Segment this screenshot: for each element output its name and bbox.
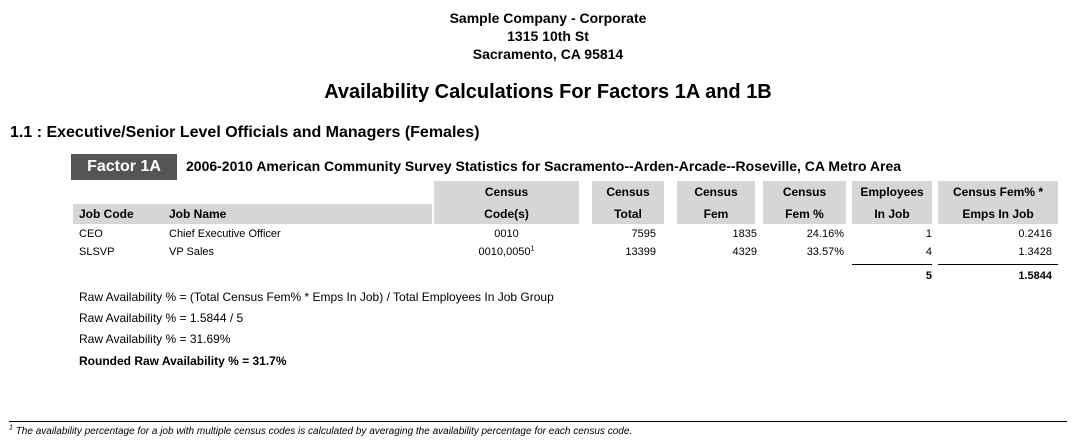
header-census-fem-pct-line1: Census xyxy=(782,185,827,199)
header-census-codes: Census Code(s) xyxy=(434,181,579,224)
header-fem-emps: Census Fem% * Emps In Job xyxy=(938,181,1058,224)
footnote-text: The availability percentage for a job wi… xyxy=(15,426,633,437)
table-row-2-census-codes: 0010,00501 xyxy=(434,245,579,259)
table-row-1-census-codes: 0010 xyxy=(494,228,519,240)
report-title: Availability Calculations For Factors 1A… xyxy=(324,81,772,103)
company-city: Sacramento, CA 95814 xyxy=(472,46,624,62)
table-row-2-employees: 4 xyxy=(925,246,932,258)
header-fem-emps-line1: Census Fem% * xyxy=(952,185,1044,199)
header-employees-line2: In Job xyxy=(874,207,910,221)
header-census-total-line1: Census xyxy=(606,185,650,199)
header-census-total: Census Total xyxy=(592,181,664,224)
company-name: Sample Company - Corporate xyxy=(449,10,647,26)
table-row-2-census-fem: 4329 xyxy=(732,246,757,258)
table-row-1-census-fem-pct: 24.16% xyxy=(806,228,844,240)
header-job-name-label: Job Name xyxy=(169,207,227,221)
table-row-2-fem-emps: 1.3428 xyxy=(1018,246,1052,258)
table-row-2-census-fem-pct: 33.57% xyxy=(806,246,844,258)
total-fem-emps: 1.5844 xyxy=(1018,270,1052,282)
footnote: 1 The availability percentage for a job … xyxy=(9,425,632,439)
total-employees: 5 xyxy=(925,270,932,282)
header-job-name: Job Name xyxy=(163,204,432,224)
calc-division: Raw Availability % = 1.5844 / 5 xyxy=(79,311,244,325)
header-job-code: Job Code xyxy=(73,204,168,224)
total-fem-emps-rule xyxy=(938,264,1058,265)
calc-rounded-result: Rounded Raw Availability % = 31.7% xyxy=(79,354,287,368)
table-row-2-job-code: SLSVP xyxy=(79,246,115,258)
footnote-mark: 1 xyxy=(530,245,535,253)
footer-divider xyxy=(9,421,1067,422)
header-census-total-line2: Total xyxy=(614,207,642,221)
header-census-codes-line2: Code(s) xyxy=(484,207,529,221)
calc-result: Raw Availability % = 31.69% xyxy=(79,332,231,346)
header-census-fem-line1: Census xyxy=(694,185,738,199)
table-row-1-job-code: CEO xyxy=(79,228,103,240)
section-title: 1.1 : Executive/Senior Level Officials a… xyxy=(10,124,480,141)
table-row-1-census-fem: 1835 xyxy=(732,228,757,240)
table-row-2-job-name: VP Sales xyxy=(169,246,215,258)
table-row-1-census-total: 7595 xyxy=(631,228,656,240)
header-census-fem: Census Fem xyxy=(677,181,755,224)
factor-description: 2006-2010 American Community Survey Stat… xyxy=(186,158,902,174)
header-census-fem-line2: Fem xyxy=(703,207,729,221)
company-address: 1315 10th St xyxy=(507,28,589,44)
header-employees: Employees In Job xyxy=(852,181,932,224)
header-employees-line1: Employees xyxy=(860,185,924,199)
table-row-1-job-name: Chief Executive Officer xyxy=(169,228,281,240)
calc-formula: Raw Availability % = (Total Census Fem% … xyxy=(79,290,554,304)
factor-badge: Factor 1A xyxy=(71,154,177,180)
header-job-code-label: Job Code xyxy=(79,207,134,221)
header-fem-emps-line2: Emps In Job xyxy=(962,207,1034,221)
table-row-2-census-codes-value: 0010,0050 xyxy=(478,246,531,258)
header-census-codes-line1: Census xyxy=(484,185,529,199)
header-census-fem-pct-line2: Fem % xyxy=(785,207,824,221)
table-row-1-fem-emps: 0.2416 xyxy=(1018,228,1052,240)
header-census-fem-pct: Census Fem % xyxy=(763,181,846,224)
table-row-2-census-total: 13399 xyxy=(625,246,656,258)
footnote-mark-ref: 1 xyxy=(9,424,13,432)
total-employees-rule xyxy=(852,264,932,265)
table-row-1-employees: 1 xyxy=(925,228,932,240)
